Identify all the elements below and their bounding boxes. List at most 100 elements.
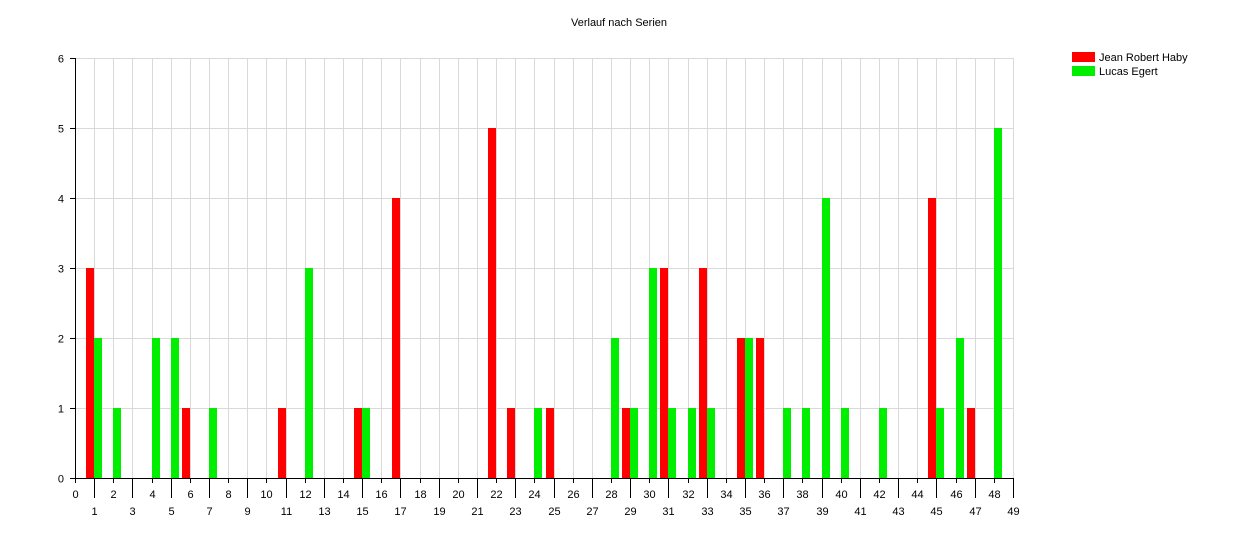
x-tick-label: 11 bbox=[281, 506, 292, 518]
x-tick-label: 4 bbox=[149, 489, 155, 501]
x-tick-label: 33 bbox=[701, 506, 713, 518]
x-tick-label: 26 bbox=[567, 489, 579, 501]
x-tick-label: 44 bbox=[911, 489, 923, 501]
bar-jean-robert-haby bbox=[182, 408, 190, 478]
x-tick-label: 36 bbox=[758, 489, 770, 501]
x-tick-label: 18 bbox=[414, 489, 426, 501]
bar-lucas-egert bbox=[305, 268, 313, 478]
legend-swatch bbox=[1072, 52, 1095, 62]
x-tick-label: 41 bbox=[854, 506, 866, 518]
x-tick-label: 47 bbox=[969, 506, 981, 518]
x-tick-label: 16 bbox=[375, 489, 387, 501]
bar-jean-robert-haby bbox=[488, 128, 496, 478]
legend-swatch bbox=[1072, 66, 1095, 76]
legend: Jean Robert Haby Lucas Egert bbox=[1072, 52, 1188, 78]
x-tick-label: 45 bbox=[930, 506, 942, 518]
y-tick-label: 4 bbox=[58, 194, 64, 206]
bar-jean-robert-haby bbox=[699, 268, 707, 478]
x-tick-label: 21 bbox=[471, 506, 483, 518]
x-tick-label: 20 bbox=[452, 489, 464, 501]
x-tick-label: 48 bbox=[988, 489, 1000, 501]
bar-jean-robert-haby bbox=[392, 198, 400, 478]
x-tick-label: 9 bbox=[244, 506, 250, 518]
legend-label: Jean Robert Haby bbox=[1099, 52, 1188, 64]
x-tick-label: 13 bbox=[318, 506, 330, 518]
bar-jean-robert-haby bbox=[928, 198, 936, 478]
bar-lucas-egert bbox=[688, 408, 696, 478]
bar-lucas-egert bbox=[745, 338, 753, 478]
x-tick-label: 35 bbox=[739, 506, 751, 518]
bar-lucas-egert bbox=[936, 408, 944, 478]
bar-lucas-egert bbox=[783, 408, 791, 478]
bar-lucas-egert bbox=[879, 408, 887, 478]
x-tick-label: 3 bbox=[129, 506, 135, 518]
bar-jean-robert-haby bbox=[967, 408, 975, 478]
bar-lucas-egert bbox=[534, 408, 542, 478]
bar-lucas-egert bbox=[209, 408, 217, 478]
bar-lucas-egert bbox=[822, 198, 830, 478]
bar-lucas-egert bbox=[362, 408, 370, 478]
x-tick-label: 17 bbox=[394, 506, 406, 518]
x-tick-label: 42 bbox=[873, 489, 885, 501]
bars bbox=[86, 128, 1002, 478]
x-tick-label: 31 bbox=[662, 506, 674, 518]
bar-lucas-egert bbox=[171, 338, 179, 478]
x-tick-label: 0 bbox=[72, 489, 78, 501]
bar-jean-robert-haby bbox=[622, 408, 630, 478]
x-tick-label: 32 bbox=[682, 489, 694, 501]
bar-jean-robert-haby bbox=[660, 268, 668, 478]
x-tick-label: 28 bbox=[605, 489, 617, 501]
bar-lucas-egert bbox=[611, 338, 619, 478]
bar-lucas-egert bbox=[802, 408, 810, 478]
x-tick-label: 15 bbox=[356, 506, 368, 518]
x-tick-label: 7 bbox=[206, 506, 212, 518]
bar-lucas-egert bbox=[649, 268, 657, 478]
x-tick-label: 19 bbox=[433, 506, 445, 518]
x-tick-label: 8 bbox=[225, 489, 231, 501]
axes: 0123456012345678910111213141516171819202… bbox=[58, 54, 1020, 519]
x-tick-label: 37 bbox=[777, 506, 789, 518]
y-tick-label: 3 bbox=[58, 264, 64, 276]
x-tick-label: 38 bbox=[796, 489, 808, 501]
x-tick-label: 23 bbox=[509, 506, 521, 518]
y-tick-label: 2 bbox=[58, 334, 64, 346]
x-tick-label: 24 bbox=[528, 489, 540, 501]
y-tick-label: 1 bbox=[58, 404, 64, 416]
bar-lucas-egert bbox=[630, 408, 638, 478]
x-tick-label: 6 bbox=[187, 489, 193, 501]
bar-jean-robert-haby bbox=[354, 408, 362, 478]
legend-label: Lucas Egert bbox=[1099, 66, 1158, 78]
bar-lucas-egert bbox=[94, 338, 102, 478]
x-tick-label: 22 bbox=[490, 489, 502, 501]
x-tick-label: 34 bbox=[720, 489, 732, 501]
bar-jean-robert-haby bbox=[756, 338, 764, 478]
x-tick-label: 10 bbox=[260, 489, 272, 501]
bar-jean-robert-haby bbox=[507, 408, 515, 478]
x-tick-label: 12 bbox=[299, 489, 311, 501]
x-tick-label: 49 bbox=[1007, 506, 1019, 518]
x-tick-label: 30 bbox=[643, 489, 655, 501]
x-tick-label: 5 bbox=[168, 506, 174, 518]
bar-jean-robert-haby bbox=[86, 268, 94, 478]
bar-jean-robert-haby bbox=[278, 408, 286, 478]
x-tick-label: 14 bbox=[337, 489, 349, 501]
x-tick-label: 25 bbox=[548, 506, 560, 518]
bar-lucas-egert bbox=[841, 408, 849, 478]
y-tick-label: 6 bbox=[58, 54, 64, 66]
x-tick-label: 2 bbox=[110, 489, 116, 501]
bar-lucas-egert bbox=[152, 338, 160, 478]
y-tick-label: 0 bbox=[58, 474, 64, 486]
bar-lucas-egert bbox=[113, 408, 121, 478]
bar-lucas-egert bbox=[994, 128, 1002, 478]
bar-lucas-egert bbox=[956, 338, 964, 478]
chart-title: Verlauf nach Serien bbox=[571, 17, 667, 29]
x-tick-label: 27 bbox=[586, 506, 598, 518]
x-tick-label: 29 bbox=[624, 506, 636, 518]
x-tick-label: 46 bbox=[950, 489, 962, 501]
x-tick-label: 43 bbox=[892, 506, 904, 518]
x-tick-label: 1 bbox=[91, 506, 97, 518]
bar-lucas-egert bbox=[707, 408, 715, 478]
y-tick-label: 5 bbox=[58, 124, 64, 136]
